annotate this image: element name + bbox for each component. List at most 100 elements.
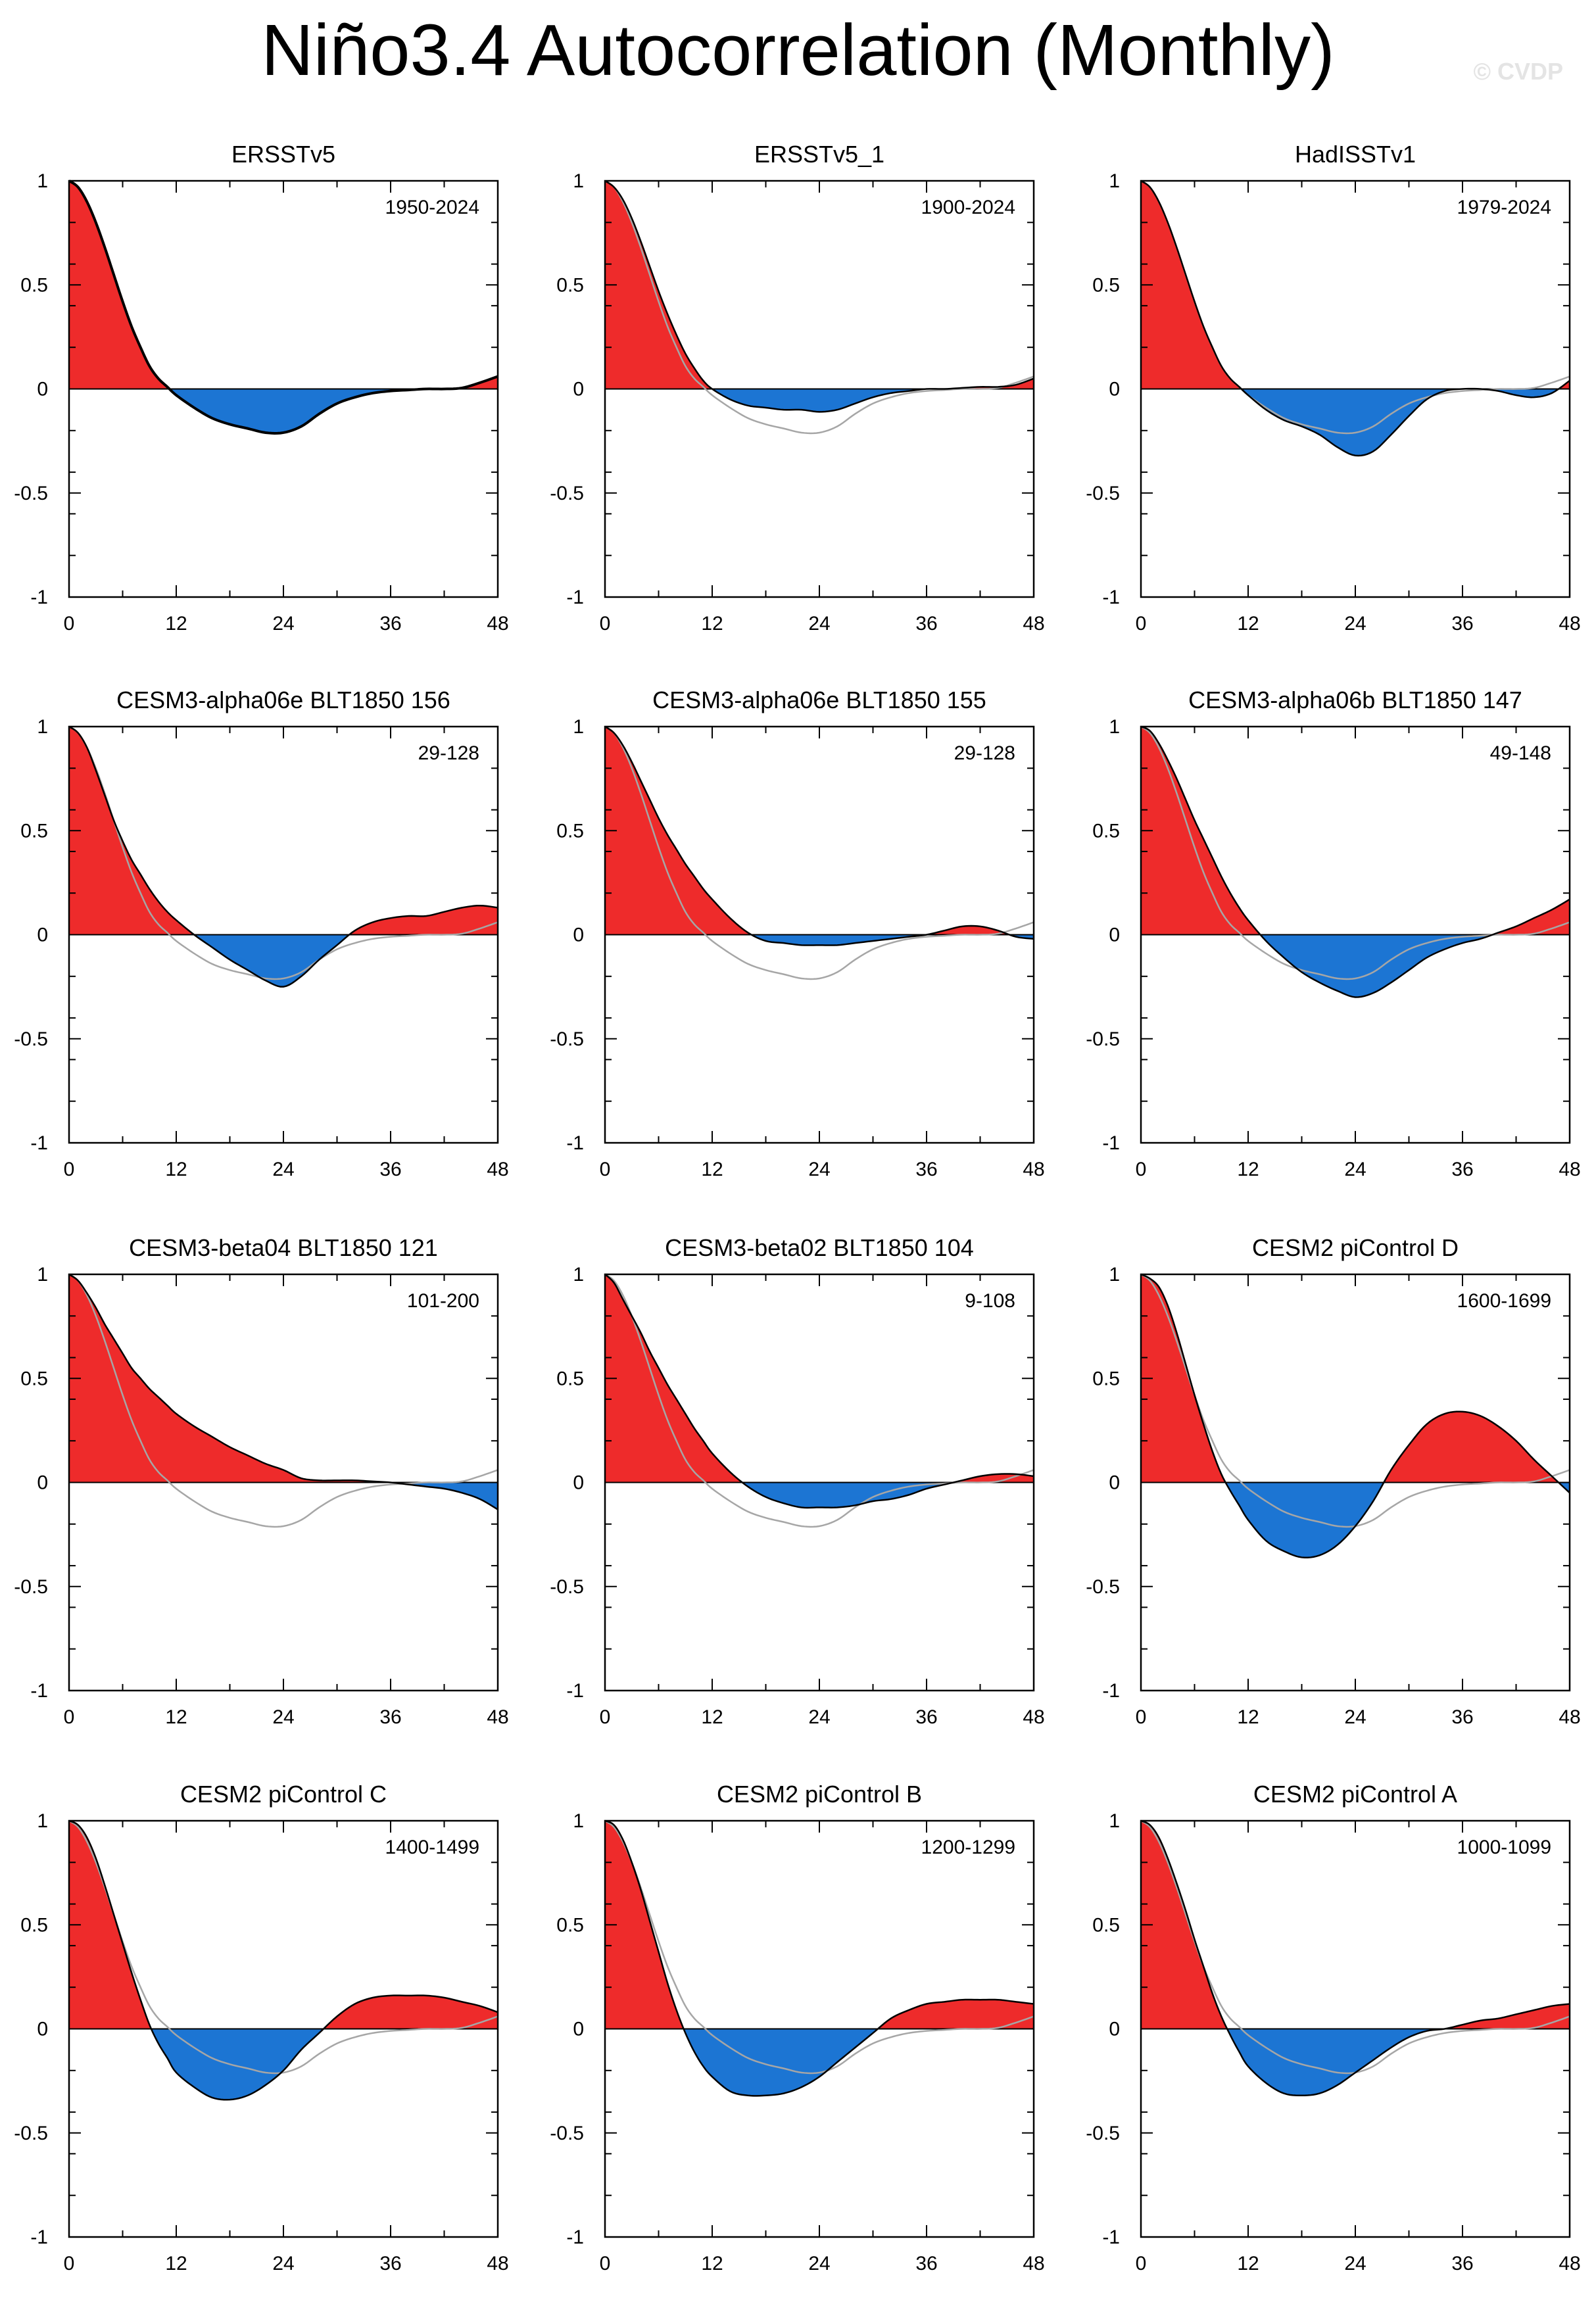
series-line (604, 180, 1034, 413)
reference-series-line (604, 1273, 1034, 1528)
y-tick-label: -1 (566, 1680, 584, 1702)
y-tick-label: 0 (573, 925, 584, 946)
y-tick-label: 0 (1109, 379, 1120, 400)
panel-title: CESM2 piControl C (180, 1781, 387, 1808)
x-tick-label: 0 (64, 1159, 75, 1180)
x-tick-label: 24 (808, 613, 830, 635)
x-tick-label: 24 (1344, 1706, 1366, 1728)
series-line (68, 180, 498, 435)
x-tick-label: 36 (1451, 1706, 1473, 1728)
panel-title: CESM2 piControl D (1252, 1234, 1459, 1261)
series-line (604, 1274, 1034, 1509)
y-tick-label: 1 (573, 716, 584, 738)
x-tick-label: 48 (1559, 1706, 1580, 1728)
x-tick-label: 0 (64, 613, 75, 635)
reference-series-line (68, 1273, 498, 1528)
reference-series-line (1140, 1819, 1570, 2075)
x-tick-label: 12 (165, 2253, 187, 2274)
y-tick-label: 1 (573, 1264, 584, 1286)
x-tick-label: 12 (1237, 613, 1259, 635)
y-tick-label: -1 (566, 2226, 584, 2248)
y-tick-label: -0.5 (1086, 483, 1120, 504)
x-tick-label: 0 (1136, 1159, 1147, 1180)
x-tick-label: 12 (1237, 1159, 1259, 1180)
y-tick-label: -0.5 (14, 2123, 48, 2144)
y-tick-label: -1 (30, 1132, 48, 1154)
y-tick-label: -1 (1102, 587, 1120, 608)
chart-panel-1: 0 12 24 36 48 1 0.5 0 -0.5 -1 ERSSTv5 1950-2024 (14, 141, 508, 635)
x-tick-label: 48 (1023, 613, 1044, 635)
y-tick-label: 1 (37, 1264, 48, 1286)
y-tick-label: 1 (573, 1810, 584, 1832)
chart-panel-3: 0 12 24 36 48 1 0.5 0 -0.5 -1 HadISSTv1 1979-2024 (1086, 141, 1580, 635)
x-tick-label: 36 (915, 2253, 937, 2274)
watermark: © CVDP (1473, 58, 1563, 85)
x-tick-label: 24 (272, 613, 294, 635)
period-label: 1000-1099 (1457, 1837, 1551, 1858)
x-tick-label: 48 (487, 613, 508, 635)
y-tick-label: 0 (573, 2019, 584, 2040)
positive-area (1141, 181, 1570, 389)
series-line (68, 1819, 498, 2101)
y-tick-label: 0 (37, 925, 48, 946)
x-tick-label: 0 (600, 1706, 611, 1728)
x-tick-label: 48 (1559, 613, 1580, 635)
x-tick-label: 12 (165, 613, 187, 635)
x-tick-label: 0 (600, 613, 611, 635)
x-tick-label: 36 (915, 1706, 937, 1728)
y-tick-label: 0 (37, 379, 48, 400)
y-tick-label: 0.5 (20, 820, 48, 842)
negative-area (605, 2029, 1034, 2096)
y-tick-label: -1 (30, 2226, 48, 2248)
panel-title: CESM2 piControl B (717, 1781, 922, 1808)
chart-panel-11: 0 12 24 36 48 1 0.5 0 -0.5 -1 CESM2 piControl B 120… (550, 1781, 1044, 2274)
x-tick-label: 24 (1344, 613, 1366, 635)
chart-panel-4: 0 12 24 36 48 1 0.5 0 -0.5 -1 CESM3-alpha06e BLT18… (14, 686, 508, 1180)
panel-title: CESM3-alpha06e BLT1850 155 (652, 686, 986, 713)
y-tick-label: 1 (1109, 716, 1120, 738)
y-tick-label: 1 (37, 716, 48, 738)
negative-area (605, 934, 1034, 946)
x-tick-label: 24 (808, 1159, 830, 1180)
x-tick-label: 24 (808, 2253, 830, 2274)
y-tick-label: -0.5 (550, 2123, 584, 2144)
panel-title: ERSSTv5_1 (754, 141, 884, 168)
y-tick-label: 0 (1109, 2019, 1120, 2040)
y-tick-label: 0 (573, 1472, 584, 1494)
reference-series-line (604, 180, 1034, 435)
reference-series-line (1140, 725, 1570, 980)
x-tick-label: 48 (1023, 2253, 1044, 2274)
y-tick-label: -0.5 (550, 483, 584, 504)
y-tick-label: 0.5 (20, 1368, 48, 1389)
y-tick-label: -1 (30, 1680, 48, 1702)
period-label: 1600-1699 (1457, 1290, 1551, 1312)
period-label: 49-148 (1490, 742, 1551, 764)
positive-area (1141, 727, 1570, 935)
panel-title: CESM3-alpha06b BLT1850 147 (1188, 686, 1522, 713)
period-label: 9-108 (965, 1290, 1015, 1312)
x-tick-label: 36 (1451, 613, 1473, 635)
y-tick-label: 0.5 (20, 274, 48, 296)
x-tick-label: 24 (1344, 1159, 1366, 1180)
x-tick-label: 24 (1344, 2253, 1366, 2274)
x-tick-label: 0 (1136, 1706, 1147, 1728)
panel-title: CESM3-beta02 BLT1850 104 (665, 1234, 974, 1261)
reference-series-line (1140, 1273, 1570, 1528)
y-tick-label: 0 (1109, 925, 1120, 946)
series-line (604, 725, 1034, 946)
y-tick-label: 0 (37, 1472, 48, 1494)
x-tick-label: 0 (1136, 2253, 1147, 2274)
panel-title: HadISSTv1 (1295, 141, 1416, 168)
panel-title: ERSSTv5 (231, 141, 335, 168)
negative-area (1141, 1482, 1570, 1558)
panel-title: CESM3-beta04 BLT1850 121 (129, 1234, 438, 1261)
y-tick-label: -0.5 (550, 1028, 584, 1050)
x-tick-label: 0 (64, 1706, 75, 1728)
x-tick-label: 24 (272, 2253, 294, 2274)
positive-area (69, 1274, 498, 1483)
y-tick-label: -0.5 (550, 1576, 584, 1598)
x-tick-label: 24 (272, 1159, 294, 1180)
panel-title: CESM3-alpha06e BLT1850 156 (116, 686, 450, 713)
panel-title: CESM2 piControl A (1253, 1781, 1457, 1808)
